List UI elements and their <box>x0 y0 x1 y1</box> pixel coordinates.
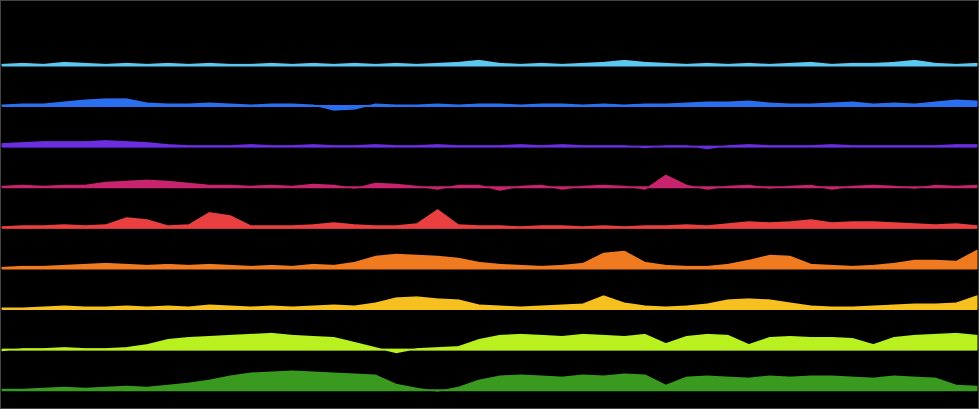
area <box>1 140 978 150</box>
area <box>1 209 978 229</box>
area <box>1 295 978 310</box>
area <box>1 249 978 269</box>
area <box>1 370 978 392</box>
area <box>1 98 978 111</box>
area <box>1 332 978 354</box>
area <box>1 174 978 191</box>
area <box>1 59 978 66</box>
